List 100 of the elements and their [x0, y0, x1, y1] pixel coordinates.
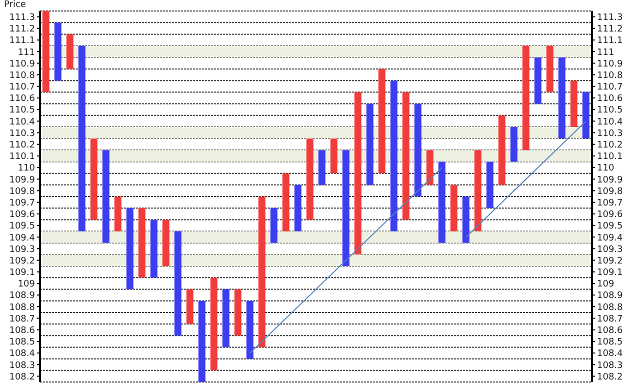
y-tick-label: 110.2	[9, 140, 35, 151]
y-tick-label: 108.9	[9, 291, 36, 302]
y2-tick-label: 110.4	[597, 117, 624, 128]
y2-tick-label: 108.2	[597, 372, 623, 382]
y-tick-label: 110.5	[9, 106, 35, 116]
bar	[210, 278, 218, 370]
y-tick-label: 110	[18, 164, 36, 174]
y2-tick-label: 109.1	[597, 268, 623, 278]
y-tick-label: 110.9	[9, 59, 36, 70]
bar	[234, 289, 242, 336]
bar	[318, 150, 326, 185]
bar	[450, 184, 458, 232]
y2-tick-label: 111.2	[597, 24, 623, 35]
y2-tick-label: 108.8	[597, 302, 624, 313]
bar	[570, 80, 578, 127]
y2-tick-label: 110.3	[597, 128, 623, 139]
y2-tick-label: 110	[597, 164, 614, 174]
bar	[462, 196, 470, 243]
y-tick-label: 111.2	[9, 24, 35, 35]
bar	[582, 92, 590, 139]
bar	[330, 138, 338, 174]
bar	[486, 162, 494, 208]
y-tick-label: 109.9	[9, 175, 36, 186]
bar	[390, 80, 398, 232]
bar	[474, 150, 482, 232]
bar	[102, 150, 110, 243]
bar	[174, 231, 182, 336]
y2-tick-label: 111.1	[597, 36, 623, 46]
y2-tick-label: 110.6	[597, 94, 624, 104]
y-tick-label: 109.2	[9, 256, 35, 266]
y-tick-label: 109.4	[9, 233, 36, 244]
bar	[198, 300, 206, 382]
y2-tick-label: 108.9	[597, 291, 624, 302]
bar	[510, 126, 518, 162]
y2-tick-label: 111	[597, 48, 614, 58]
y-tick-label: 110.3	[9, 128, 35, 139]
y2-tick-label: 110.2	[597, 140, 623, 151]
bar	[114, 196, 122, 232]
y2-tick-label: 109.4	[597, 233, 624, 244]
y2-tick-label: 108.4	[597, 349, 624, 360]
y2-tick-label: 109	[597, 280, 614, 290]
y2-tick-label: 110.7	[597, 82, 623, 93]
y2-tick-label: 109.9	[597, 175, 624, 186]
y-tick-label: 110.8	[9, 70, 36, 81]
bar	[426, 150, 434, 185]
y2-tick-label: 110.9	[597, 59, 624, 70]
y-tick-label: 108.3	[9, 360, 35, 371]
y-tick-label: 110.1	[9, 152, 35, 162]
bar	[366, 104, 374, 185]
y-tick-label: 110.4	[9, 117, 36, 128]
bar	[42, 11, 50, 92]
y2-tick-label: 108.7	[597, 314, 623, 324]
bar	[162, 220, 170, 266]
bar	[294, 184, 302, 232]
y2-tick-label: 110.5	[597, 106, 623, 116]
y-tick-label: 109	[18, 280, 36, 290]
y2-tick-label: 108.3	[597, 360, 623, 371]
bar	[342, 150, 350, 266]
y-tick-label: 111.1	[9, 36, 35, 46]
bar	[546, 46, 554, 92]
y2-tick-label: 109.7	[597, 198, 623, 208]
bar	[378, 68, 386, 174]
bar	[402, 92, 410, 220]
y-tick-label: 111	[18, 48, 35, 58]
bar	[186, 289, 194, 324]
bar	[498, 115, 506, 185]
y-tick-label: 108.8	[9, 302, 36, 313]
y-tick-label: 108.5	[9, 338, 35, 348]
y2-tick-label: 109.8	[597, 186, 624, 197]
y-tick-label: 111.3	[9, 12, 35, 23]
y-tick-label: 109.6	[9, 210, 36, 220]
y2-tick-label: 111.3	[597, 12, 623, 23]
y2-tick-label: 110.8	[597, 70, 624, 81]
y-tick-label: 108.4	[9, 349, 36, 360]
bar	[438, 162, 446, 243]
bar	[258, 196, 266, 348]
bar	[522, 46, 530, 150]
y2-tick-label: 108.5	[597, 338, 623, 348]
y2-tick-label: 108.6	[597, 326, 624, 336]
bar	[90, 138, 98, 220]
bar	[354, 92, 362, 254]
y-tick-label: 109.8	[9, 186, 36, 197]
y-axis-title: Price	[4, 0, 26, 10]
y2-tick-label: 109.5	[597, 222, 623, 232]
y-tick-label: 109.7	[9, 198, 35, 208]
y-tick-label: 110.6	[9, 94, 36, 104]
y-tick-label: 108.2	[9, 372, 35, 382]
bar	[270, 208, 278, 243]
y-tick-label: 110.7	[9, 82, 35, 93]
bar	[138, 208, 146, 278]
bar	[78, 46, 86, 232]
y2-tick-label: 109.3	[597, 244, 623, 255]
bar	[150, 220, 158, 278]
bar	[246, 300, 254, 359]
y2-tick-label: 109.6	[597, 210, 624, 220]
bar	[534, 57, 542, 104]
y-tick-label: 109.3	[9, 244, 35, 255]
bar	[66, 34, 74, 69]
bar	[558, 57, 566, 139]
y2-tick-label: 109.2	[597, 256, 623, 266]
